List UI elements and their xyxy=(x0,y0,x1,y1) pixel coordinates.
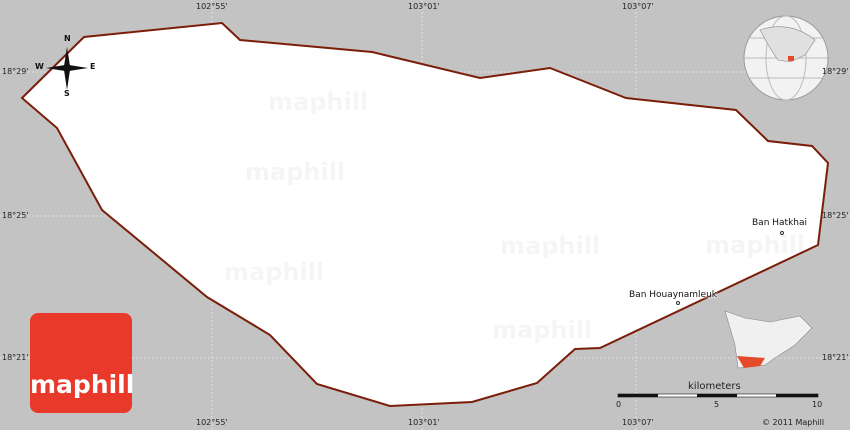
watermark: maphill xyxy=(268,88,368,116)
watermark: maphill xyxy=(492,316,592,344)
scale-tick: 0 xyxy=(616,400,622,409)
latitude-label: 18°25' xyxy=(2,211,29,220)
latitude-label: 18°29' xyxy=(822,67,849,76)
compass-north: N xyxy=(64,34,71,43)
longitude-label: 103°01' xyxy=(408,2,440,11)
compass-east: E xyxy=(90,62,96,71)
inset-locator-map xyxy=(724,310,813,369)
latitude-label: 18°29' xyxy=(2,67,29,76)
maphill-logo[interactable]: maphill xyxy=(30,313,135,413)
watermark: maphill xyxy=(705,231,805,259)
town-label[interactable]: Ban Hatkhai xyxy=(752,218,807,228)
longitude-label: 102°55' xyxy=(196,418,228,427)
compass-west: W xyxy=(35,62,44,71)
latitude-label: 18°25' xyxy=(822,211,849,220)
latitude-label: 18°21' xyxy=(2,353,29,362)
scale-unit: kilometers xyxy=(688,381,741,392)
longitude-label: 102°55' xyxy=(196,2,228,11)
town-marker xyxy=(676,301,680,305)
scale-tick: 10 xyxy=(812,400,823,409)
longitude-label: 103°07' xyxy=(622,418,654,427)
latitude-label: 18°21' xyxy=(822,353,849,362)
town-label[interactable]: Ban Houaynamleuk xyxy=(629,290,718,300)
watermark: maphill xyxy=(500,232,600,260)
scale-tick: 5 xyxy=(714,400,720,409)
scale-bar xyxy=(617,393,819,398)
globe-locator-icon xyxy=(743,15,829,101)
region-polygon[interactable] xyxy=(20,21,830,408)
logo-text: maphill xyxy=(30,370,135,399)
town-marker xyxy=(780,231,784,235)
compass-south: S xyxy=(64,89,70,98)
compass-rose-icon xyxy=(46,47,88,90)
longitude-label: 103°07' xyxy=(622,2,654,11)
longitude-label: 103°01' xyxy=(408,418,440,427)
copyright: © 2011 Maphill xyxy=(762,418,825,427)
watermark: maphill xyxy=(245,158,345,186)
watermark: maphill xyxy=(224,258,324,286)
